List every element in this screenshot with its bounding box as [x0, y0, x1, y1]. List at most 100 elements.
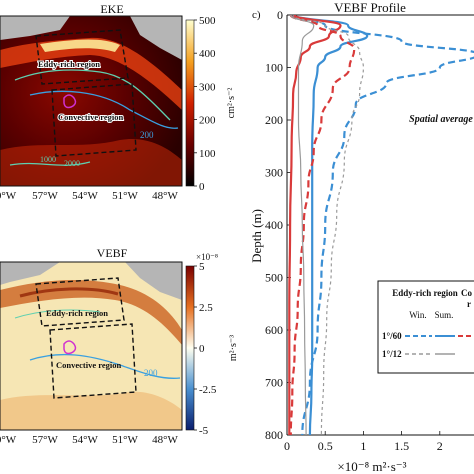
vebf-colorbar [185, 265, 195, 431]
vebf-cb-tick-label: -5 [199, 425, 209, 437]
eke-region-conv-label: Convective region [58, 112, 124, 122]
legend-box [377, 280, 474, 374]
profile-ytick-label: 700 [265, 376, 283, 390]
eke-colorbar [185, 19, 195, 187]
vebf-cb-tick-label: 0 [199, 343, 205, 355]
eke-xtick-label: 0°W [0, 190, 17, 202]
eke-convection-patch [63, 94, 77, 109]
vebf-colorbar-exp: ×10⁻⁸ [196, 252, 218, 262]
legend-col-conv2: r [467, 299, 471, 309]
eke-contour-200 [29, 90, 179, 129]
eke-southern-band [0, 139, 182, 186]
eke-xtick-label: 48°W [152, 190, 178, 202]
vebf-map-frame [0, 261, 183, 431]
vebf-eddy-region-box [35, 277, 125, 327]
profile-ytick-label: 0 [277, 8, 283, 22]
eke-region-conv-label-fg: Convective region [58, 112, 124, 122]
vebf-strong-band [19, 287, 119, 298]
vebf-contour-green [14, 309, 101, 319]
vebf-colorbar-ticks: 5 2.5 0 -2.5 -5 [194, 261, 217, 437]
profile-legend: Eddy-rich region Co r Win. Sum. 1°/60 1°… [377, 280, 474, 374]
profile-xtick-label: 1.5 [394, 439, 409, 453]
vebf-region-eddy-label: Eddy-rich region [46, 308, 108, 318]
eke-cb-tick-label: 300 [199, 81, 216, 93]
vebf-cb-tick-label: -2.5 [199, 384, 217, 396]
profile-ytick-label: 200 [265, 113, 283, 127]
legend-row-60: 1°/60 [382, 331, 402, 341]
eke-eddy-region-box [35, 29, 129, 85]
eke-xtick-label: 54°W [72, 190, 98, 202]
vebf-boundary-band [0, 279, 182, 345]
vebf-cb-tick-label: 5 [199, 261, 205, 273]
eke-map-frame [0, 15, 183, 187]
profile-series-line-2 [289, 14, 356, 436]
eke-land-labrador [0, 16, 70, 40]
eke-cb-tick-label: 200 [199, 115, 216, 127]
vebf-xtick-label: 48°W [152, 434, 178, 446]
profile-series-line-1 [293, 13, 369, 436]
profile-series-line-3 [288, 13, 342, 435]
profile-ytick-label: 100 [265, 61, 283, 75]
profile-series [288, 13, 474, 436]
profile-series-line-4 [290, 14, 364, 436]
eke-region-eddy-label: Eddy-rich region [38, 59, 100, 69]
eke-cb-tick-label: 100 [199, 148, 216, 160]
eke-contour-label-1000: 1000 [40, 155, 56, 164]
profile-xtick-label: 0 [284, 439, 290, 453]
vebf-xtick-label: 57°W [32, 434, 58, 446]
vebf-xtick-label: 51°W [112, 434, 138, 446]
eke-contour-label-2000: 2000 [64, 159, 80, 168]
vebf-colorbar-unit: m²·s⁻³ [228, 335, 239, 361]
vebf-land-labrador [0, 262, 60, 285]
profile-xlabel: ×10⁻⁸ m²·s⁻³ [337, 459, 406, 474]
profile-xtick-label: 0.5 [318, 439, 333, 453]
profile-panel-label: c) [252, 9, 261, 21]
vebf-cb-tick-label: 2.5 [199, 302, 213, 314]
vebf-xticks: 0°W 57°W 54°W 51°W 48°W [0, 434, 179, 446]
eke-cb-tick-label: 0 [199, 181, 205, 193]
eke-hotspot [40, 39, 120, 52]
vebf-southern-band [0, 391, 182, 430]
profile-series-line-0 [289, 13, 474, 436]
profile-panel: c) VEBF Profile 0 100 200 300 400 500 600 700 80… [249, 0, 474, 474]
legend-row-12: 1°/12 [382, 349, 402, 359]
eke-xtick-label: 51°W [112, 190, 138, 202]
vebf-convection-patch [63, 340, 77, 355]
eke-colorbar-ticks: 500 400 300 200 100 0 [194, 15, 216, 193]
eke-xtick-label: 57°W [32, 190, 58, 202]
profile-ytick-label: 800 [265, 428, 283, 442]
eke-boundary-current [0, 37, 182, 110]
profile-ytick-label: 600 [265, 323, 283, 337]
profile-annotation: Spatial average ME [409, 114, 474, 125]
eke-title: EKE [100, 2, 123, 16]
eke-colorbar-unit: cm²·s⁻² [226, 88, 237, 119]
vebf-contour-label-200: 200 [144, 368, 158, 378]
eke-contour-2000 [9, 161, 91, 166]
profile-ytick-label: 500 [265, 271, 283, 285]
vebf-xtick-label: 54°W [72, 434, 98, 446]
vebf-xtick-label: 0°W [0, 434, 17, 446]
legend-win: Win. [409, 310, 426, 320]
profile-series-line-5 [290, 14, 315, 436]
eke-xticks: 0°W 57°W 54°W 51°W 48°W [0, 190, 179, 202]
eke-convective-region-box [51, 83, 137, 157]
profile-xtick-label: 2 [437, 439, 443, 453]
eke-contour-label-200: 200 [140, 130, 154, 140]
profile-xtick-label: 1 [360, 439, 366, 453]
vebf-region-conv-label: Convective region [56, 360, 122, 370]
vebf-panel: VEBF Eddy-rich region Convective region … [0, 246, 239, 446]
vebf-title: VEBF [97, 246, 128, 260]
vebf-land-greenland [125, 262, 182, 300]
eke-land-greenland [130, 16, 182, 60]
eke-cb-tick-label: 500 [199, 15, 216, 27]
legend-col-eddy: Eddy-rich region [392, 288, 458, 298]
legend-sum: Sum. [435, 310, 454, 320]
profile-ylabel: Depth (m) [249, 209, 264, 263]
profile-ytick-label: 400 [265, 218, 283, 232]
profile-title: VEBF Profile [334, 0, 406, 15]
eke-region-eddy-label-fg: Eddy-rich region [38, 59, 100, 69]
legend-col-conv: Co [461, 288, 472, 298]
vebf-contour-200 [29, 353, 181, 379]
